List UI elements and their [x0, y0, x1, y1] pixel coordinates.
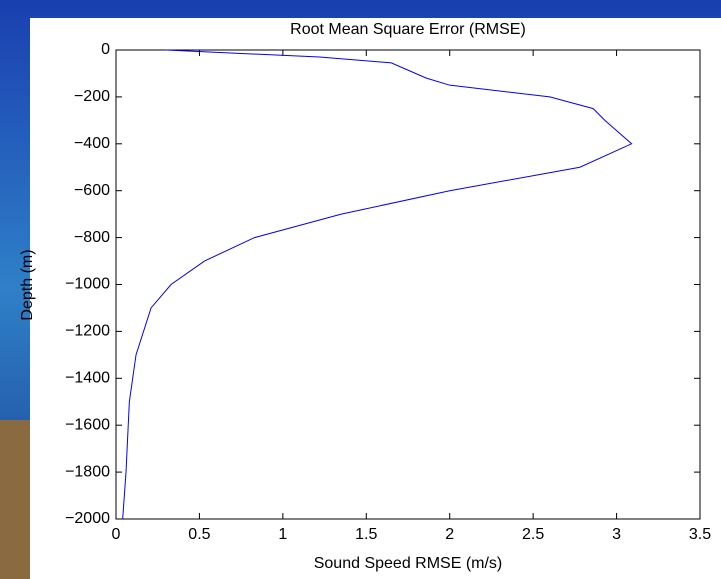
- y-tick-label: −1200: [65, 323, 110, 340]
- y-tick-label: −1600: [65, 416, 110, 433]
- y-tick-label: −1800: [65, 463, 110, 480]
- x-tick-label: 0: [112, 526, 121, 543]
- x-tick-label: 2: [445, 526, 454, 543]
- y-tick-label: −1000: [65, 276, 110, 293]
- y-tick-label: −2000: [65, 510, 110, 527]
- x-tick-label: 0.5: [188, 526, 210, 543]
- slide-image: [0, 420, 30, 579]
- y-tick-label: −400: [74, 135, 110, 152]
- y-tick-label: −800: [74, 229, 110, 246]
- chart-title: Root Mean Square Error (RMSE): [290, 21, 526, 38]
- y-tick-label: −1400: [65, 370, 110, 387]
- y-tick-label: −600: [74, 182, 110, 199]
- data-line: [122, 49, 633, 520]
- plot-box: [115, 49, 701, 520]
- x-tick-label: 1: [278, 526, 287, 543]
- y-tick-label: 0: [101, 41, 110, 58]
- x-tick-label: 3.5: [689, 526, 711, 543]
- y-tick-label: −200: [74, 88, 110, 105]
- y-axis-label: Depth (m): [19, 249, 36, 320]
- x-tick-label: 1.5: [355, 526, 377, 543]
- x-tick-label: 2.5: [522, 526, 544, 543]
- x-axis-label: Sound Speed RMSE (m/s): [314, 555, 503, 572]
- x-tick-label: 3: [612, 526, 621, 543]
